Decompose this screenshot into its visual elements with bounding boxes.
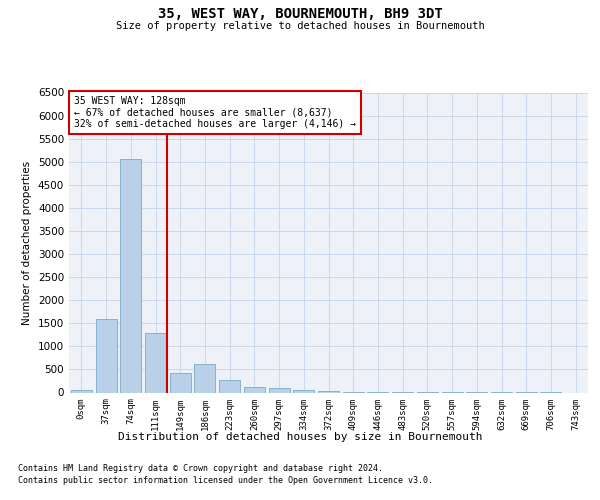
Text: Size of property relative to detached houses in Bournemouth: Size of property relative to detached ho… [116,21,484,31]
Text: Contains HM Land Registry data © Crown copyright and database right 2024.: Contains HM Land Registry data © Crown c… [18,464,383,473]
Bar [269,388,290,392]
Bar [71,390,92,392]
Bar [170,372,191,392]
Text: Distribution of detached houses by size in Bournemouth: Distribution of detached houses by size … [118,432,482,442]
Bar [95,318,116,392]
Bar [194,364,215,392]
Bar [293,390,314,392]
Bar [120,160,141,392]
Text: 35, WEST WAY, BOURNEMOUTH, BH9 3DT: 35, WEST WAY, BOURNEMOUTH, BH9 3DT [158,8,442,22]
Text: Contains public sector information licensed under the Open Government Licence v3: Contains public sector information licen… [18,476,433,485]
Bar [318,391,339,392]
Y-axis label: Number of detached properties: Number of detached properties [22,160,32,324]
Bar [219,380,240,392]
Text: 35 WEST WAY: 128sqm
← 67% of detached houses are smaller (8,637)
32% of semi-det: 35 WEST WAY: 128sqm ← 67% of detached ho… [74,96,356,128]
Bar [244,386,265,392]
Bar [145,332,166,392]
